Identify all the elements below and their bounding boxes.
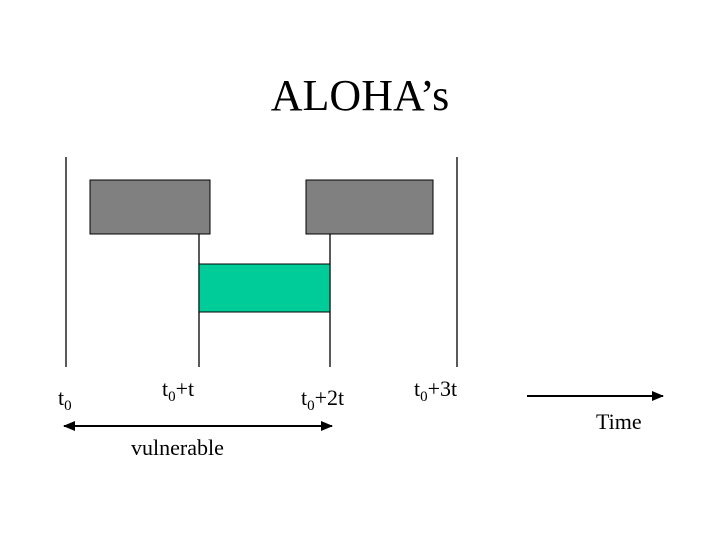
packet-frame [198,263,331,313]
slide-title: ALOHA’s [270,71,450,120]
tick-label-t0-plus-2t: t0+2t [301,385,345,414]
time-label: Time [596,409,642,434]
tick-label-t0: t0 [58,385,72,414]
frame-after [305,179,434,235]
vulnerable-label: vulnerable [131,435,224,460]
tick-label-t0-plus-3t: t0+3t [414,376,458,405]
tick-label-t0-plus-t: t0+t [162,376,195,405]
frame-before [89,179,211,235]
